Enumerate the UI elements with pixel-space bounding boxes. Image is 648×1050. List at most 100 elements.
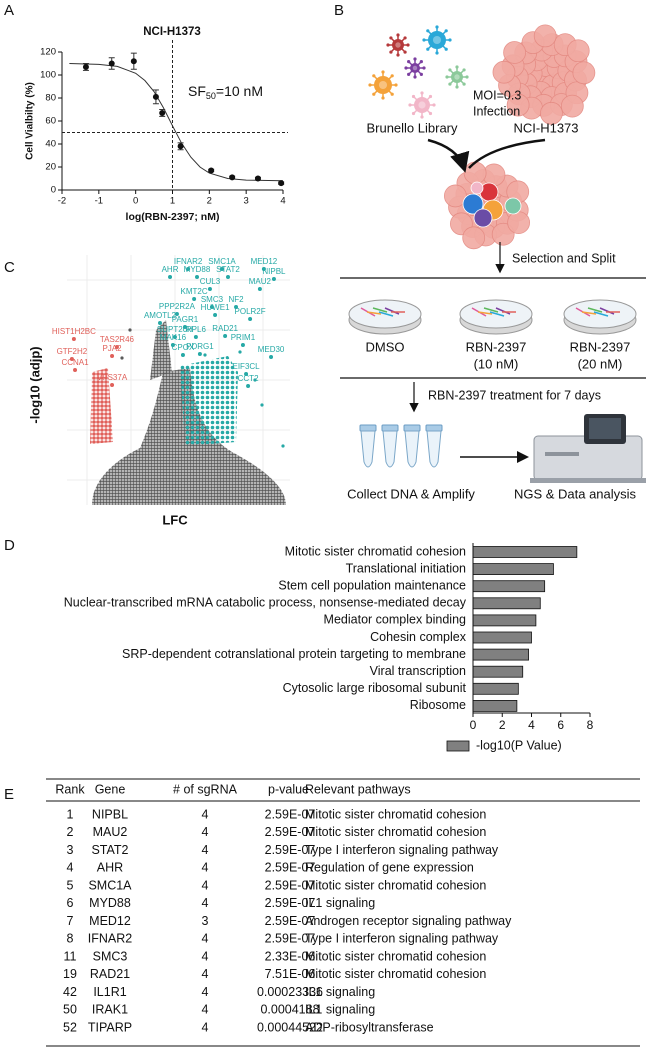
virus-knob — [396, 33, 400, 37]
tube-cap — [359, 424, 377, 432]
virus-knob — [445, 75, 449, 79]
panel-letter: B — [334, 2, 344, 19]
table-cell: 4 — [202, 861, 209, 875]
virus-knob — [435, 51, 439, 55]
table-cell: 2.59E-07 — [265, 843, 316, 857]
diagram-text: Collect DNA & Amplify — [347, 486, 475, 501]
bar — [472, 631, 532, 644]
gene-point — [174, 312, 179, 316]
table-cell: IRAK1 — [92, 1003, 128, 1017]
x-tick-label: 3 — [244, 196, 249, 207]
cell — [533, 24, 557, 48]
gene-point — [234, 305, 239, 309]
table-cell: 2.59E-07 — [265, 807, 316, 821]
table-cell: Mitotic sister chromatid cohesion — [305, 967, 486, 981]
data-point — [130, 58, 137, 65]
x-tick-label: -1 — [95, 196, 103, 207]
virus-knob — [389, 36, 393, 40]
table-cell: IL1 signaling — [305, 896, 375, 910]
category-label: Cytosolic large ribosomal subunit — [283, 681, 467, 695]
gene-point — [240, 343, 245, 347]
virus-knob — [428, 111, 433, 116]
gene-label: PAGR1 — [172, 315, 199, 324]
gene-label: VPS37A — [97, 373, 128, 382]
gene-label: MAU2 — [249, 277, 272, 286]
gene-point — [209, 305, 214, 309]
gene-label: NF2 — [228, 295, 244, 304]
diagram-text: NCI-H1373 — [513, 120, 578, 135]
y-axis-label: -log10 (adjp) — [27, 346, 42, 423]
table-cell: 50 — [63, 1003, 77, 1017]
gene-point — [261, 267, 266, 271]
table-cell: Mitotic sister chromatid cohesion — [305, 807, 486, 821]
virus-core — [454, 74, 460, 80]
bar — [472, 597, 541, 610]
point-cloud — [150, 320, 172, 380]
table-cell: 4 — [202, 949, 209, 963]
virus-knob — [396, 53, 400, 57]
gene-point — [193, 335, 198, 339]
x-tick-label: 0 — [470, 718, 477, 732]
virus-knob — [386, 43, 390, 47]
table-cell: 2.59E-07 — [265, 896, 316, 910]
table-cell: Type I interferon signaling pathway — [305, 843, 499, 857]
bar — [472, 648, 529, 661]
gene-label: NIPBL — [262, 267, 286, 276]
category-label: SRP-dependent cotranslational protein ta… — [122, 647, 466, 661]
dish-content — [581, 311, 597, 315]
virus-body — [414, 97, 430, 113]
data-point — [278, 180, 285, 187]
annotation-subscript: 50 — [206, 91, 216, 101]
gene-label: TAS2R46 — [100, 335, 135, 344]
gene-point — [226, 275, 231, 279]
panel-letter: C — [4, 259, 15, 276]
gene-point — [248, 317, 253, 321]
gene-label: KMT2C — [181, 287, 208, 296]
gene-label: STAT2 — [216, 265, 240, 274]
virus-body — [374, 76, 392, 94]
table-cell: IFNAR2 — [88, 932, 133, 946]
table-cell: SMC1A — [88, 878, 132, 892]
chart-title: NCI-H1373 — [143, 26, 201, 38]
virus-knob — [394, 83, 398, 87]
category-label: Ribosome — [410, 698, 466, 712]
dish-content — [587, 307, 603, 313]
category-label: Stem cell population maintenance — [278, 578, 466, 592]
tube — [404, 430, 420, 468]
virus-knob — [455, 65, 459, 69]
dish-label: RBN-2397 — [570, 339, 631, 354]
gene-point — [195, 275, 200, 279]
table-cell: 1 — [67, 807, 74, 821]
gene-point — [244, 372, 249, 376]
gene-point — [213, 313, 218, 317]
arrow — [427, 138, 470, 173]
legend-swatch — [446, 740, 470, 752]
gene-label: POLR2F — [235, 307, 266, 316]
y-tick-label: 80 — [45, 93, 56, 104]
table-cell: 8 — [67, 932, 74, 946]
tube — [426, 430, 442, 468]
gene-label: PJA2 — [102, 344, 122, 353]
scatter-dot — [238, 350, 242, 354]
virus-knob — [406, 43, 410, 47]
table-cell: 4 — [202, 1003, 209, 1017]
table-cell: Regulation of gene expression — [305, 861, 474, 875]
y-axis-label: Cell Vialbilty (%) — [25, 82, 36, 160]
table-cell: Mitotic sister chromatid cohesion — [305, 949, 486, 963]
data-point — [82, 63, 89, 70]
panel-letter: D — [4, 537, 15, 554]
table-cell: 2.33E-06 — [265, 949, 316, 963]
virus-knob — [368, 83, 372, 87]
table-cell: 0.00023336 — [257, 985, 323, 999]
virus-knob — [411, 94, 416, 99]
table-cell: NIPBL — [92, 807, 128, 821]
category-label: Mitotic sister chromatid cohesion — [285, 544, 466, 558]
gene-point — [257, 287, 262, 291]
virus-core — [412, 65, 418, 71]
category-label: Mediator complex binding — [324, 613, 466, 627]
tube — [360, 430, 376, 468]
virus-knob — [448, 82, 452, 86]
table-cell: 0.00044522 — [257, 1020, 323, 1034]
panel-letter: E — [4, 786, 14, 803]
y-tick-label: 120 — [40, 47, 56, 58]
